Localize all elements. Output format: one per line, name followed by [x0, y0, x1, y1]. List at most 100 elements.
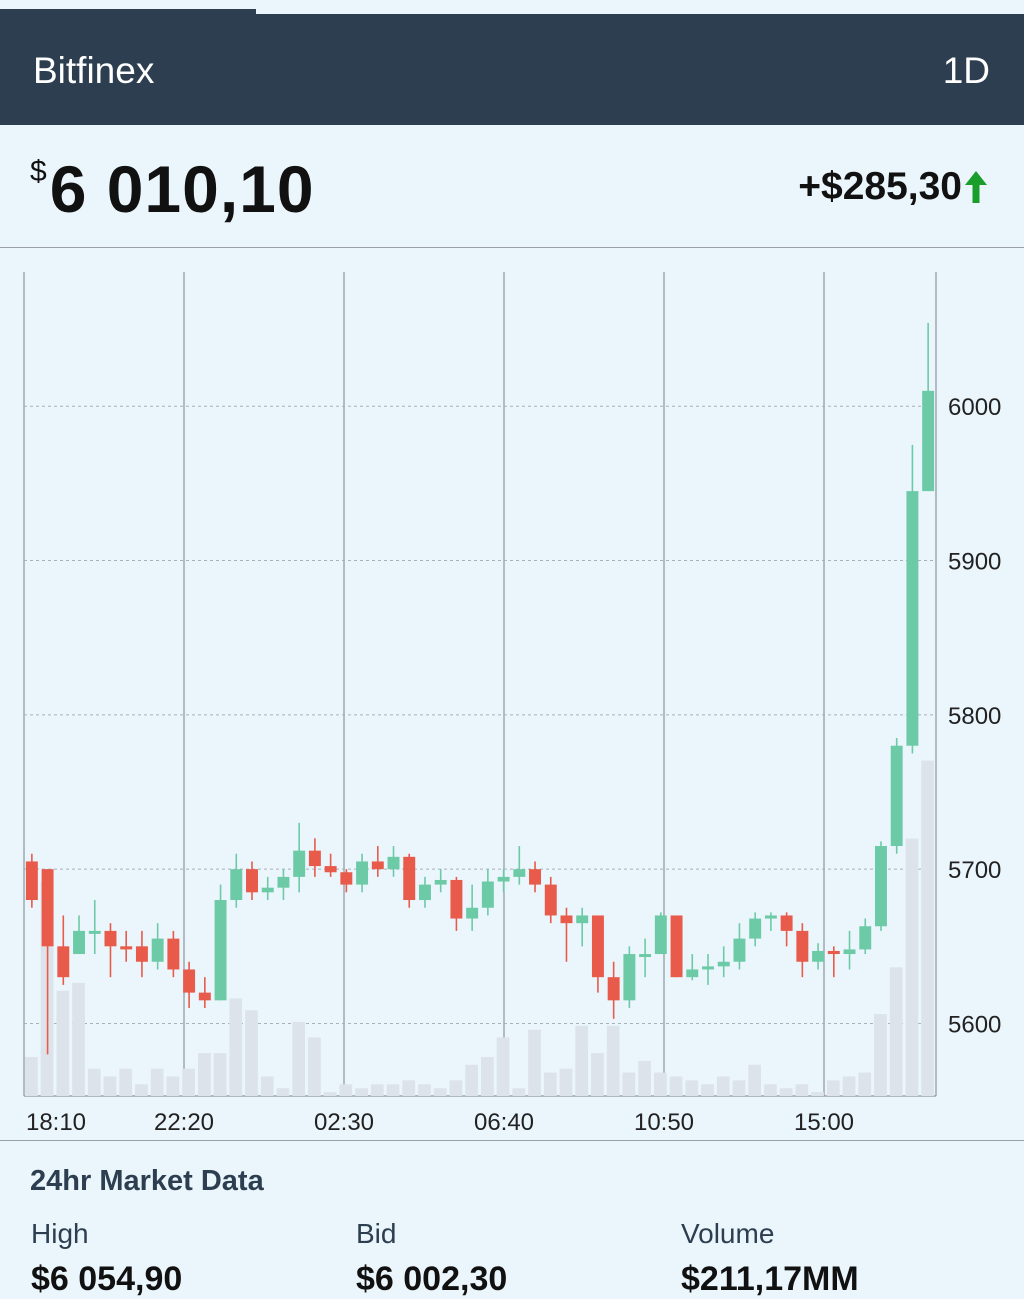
candle-body: [906, 491, 919, 746]
volume-bar: [638, 1060, 651, 1096]
tab-bar: [0, 0, 1024, 14]
volume-bar: [481, 1057, 494, 1096]
candle-body: [733, 938, 746, 962]
volume-bar: [166, 1076, 180, 1096]
market-data-title: 24hr Market Data: [30, 1165, 264, 1197]
candle-body: [25, 861, 38, 901]
volume-bar: [355, 1088, 368, 1096]
volume-bar: [323, 1092, 337, 1096]
candle-body: [481, 881, 494, 908]
high-label: High: [31, 1218, 89, 1249]
volume-bar: [716, 1076, 730, 1096]
volume-bar: [732, 1080, 746, 1096]
x-tick-label: 06:40: [474, 1109, 534, 1136]
candle-body: [41, 869, 54, 947]
volume-bar: [308, 1037, 321, 1096]
volume-bar: [56, 990, 70, 1096]
candle-body: [88, 930, 101, 934]
candle-body: [686, 969, 699, 978]
volume-bar: [874, 1014, 887, 1096]
volume-bar: [229, 998, 243, 1096]
volume-bar: [260, 1076, 274, 1096]
candle-body: [151, 938, 164, 962]
bid-label: Bid: [356, 1218, 397, 1249]
candle-body: [827, 950, 840, 955]
volume-bar: [889, 967, 903, 1096]
volume-bar: [135, 1084, 148, 1096]
exchange-name[interactable]: Bitfinex: [33, 50, 155, 91]
candle-body: [497, 876, 510, 882]
candle-body: [466, 907, 479, 919]
candle-body: [230, 869, 243, 901]
volume-bar: [701, 1084, 714, 1096]
candle-body: [246, 869, 258, 893]
price-change: +$285,30: [798, 165, 962, 208]
divider: [0, 1140, 1024, 1141]
volume-bar: [842, 1076, 856, 1096]
volume-bar: [685, 1080, 699, 1096]
candle-body: [387, 856, 400, 870]
volume-bar: [779, 1088, 793, 1096]
candle-body: [198, 992, 211, 1001]
candle-body: [874, 846, 887, 927]
candle-body: [73, 930, 86, 955]
candle-body: [293, 850, 306, 877]
volume-bar: [543, 1072, 557, 1096]
candle-body: [544, 884, 557, 916]
candle-body: [434, 879, 447, 885]
volume-bar: [339, 1084, 353, 1096]
volume-bar: [370, 1084, 384, 1096]
active-tab-indicator: [0, 9, 256, 14]
candle-body: [214, 900, 227, 1001]
volume-bar: [465, 1064, 478, 1096]
volume-bar: [119, 1068, 133, 1096]
time-range-selector[interactable]: 1D: [942, 50, 990, 91]
candle-body: [607, 977, 620, 1001]
candle-body: [104, 930, 117, 947]
candle-body: [167, 938, 180, 970]
market-stat-bid: Bid $6 002,30: [356, 1218, 507, 1299]
candle-body: [277, 876, 290, 888]
volume-bar: [496, 1037, 510, 1096]
volume-bar: [386, 1084, 400, 1096]
price-value: 6 010,10: [49, 152, 315, 226]
x-tick-label: 15:00: [794, 1109, 854, 1136]
market-stat-volume: Volume $211,17MM: [681, 1218, 859, 1299]
candle-body: [356, 861, 369, 885]
y-tick-label: 5800: [948, 703, 1001, 730]
volume-bar: [276, 1088, 290, 1096]
x-tick-label: 10:50: [634, 1109, 694, 1136]
volume-bar: [653, 1072, 667, 1096]
candle-body: [529, 869, 542, 885]
currency-symbol: $: [30, 155, 48, 188]
candle-body: [120, 946, 133, 950]
volume-bar: [858, 1072, 872, 1096]
y-tick-label: 6000: [948, 394, 1001, 421]
volume-bar: [103, 1076, 117, 1096]
price-chart[interactable]: 18:10 22:20 02:30 06:40 10:50 15:00 5600 5700 58…: [0, 248, 1024, 1140]
candle-body: [654, 915, 667, 955]
volume-bar: [622, 1072, 636, 1096]
volume-bar: [528, 1029, 541, 1096]
candle-body: [702, 966, 714, 970]
candle-body: [324, 866, 337, 873]
candle-body: [308, 850, 321, 867]
volume-bar: [150, 1068, 164, 1096]
candle-body: [764, 915, 777, 919]
volume-bar: [213, 1053, 227, 1096]
candle-body: [749, 918, 762, 939]
volume-bar: [591, 1053, 604, 1096]
candle-body: [922, 390, 935, 492]
app-header: Bitfinex 1D: [0, 14, 1024, 125]
x-tick-label: 02:30: [314, 1109, 374, 1136]
volume-bar: [512, 1088, 526, 1096]
volume-bar: [449, 1080, 463, 1096]
volume-bar: [87, 1068, 101, 1096]
volume-bar: [764, 1084, 777, 1096]
volume-bar: [575, 1025, 589, 1096]
candle-body: [371, 861, 384, 870]
x-tick-label: 18:10: [26, 1109, 86, 1136]
volume-bar: [402, 1080, 416, 1096]
candle-body: [843, 949, 856, 955]
volume-bar: [25, 1057, 38, 1096]
